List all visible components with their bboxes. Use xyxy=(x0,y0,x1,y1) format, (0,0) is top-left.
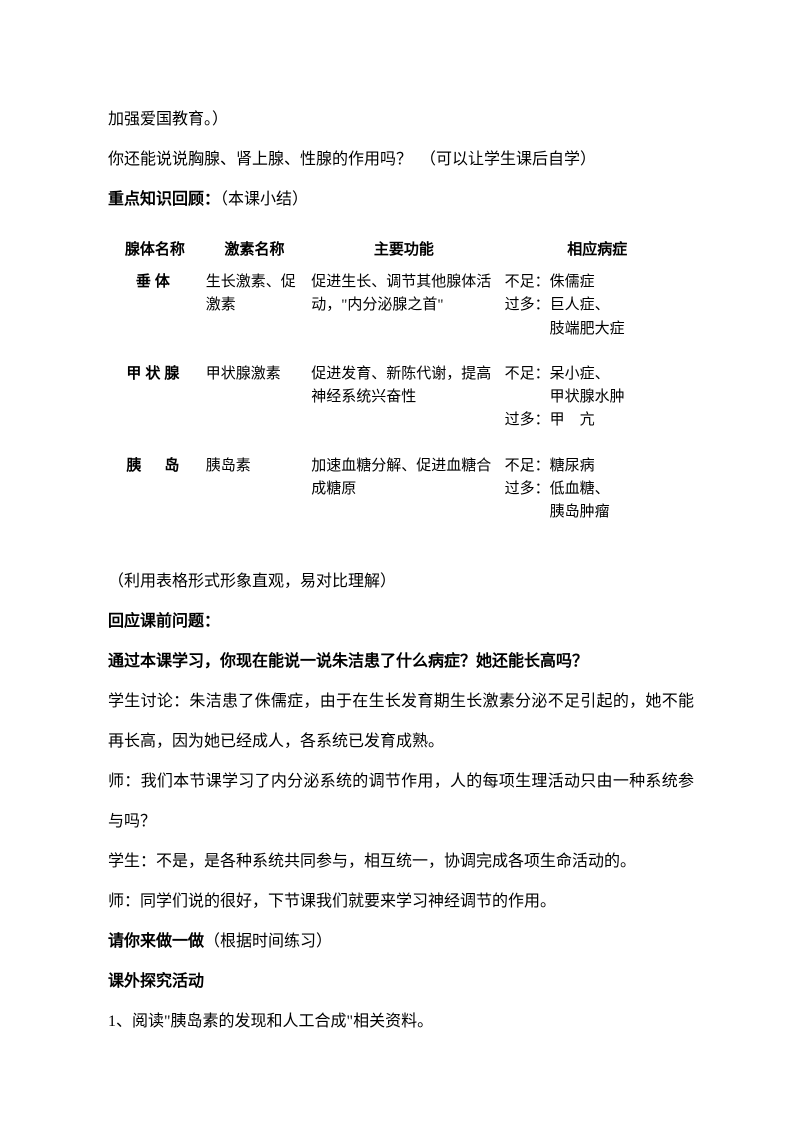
disease-cell: 不足：糖尿病过多：低血糖、 胰岛肿瘤 xyxy=(501,451,694,543)
paragraph-7: 学生讨论：朱洁患了侏儒症，由于在生长发育期生长激素分泌不足引起的，她不能再长高，… xyxy=(108,682,694,762)
table-header-function: 主要功能 xyxy=(307,234,500,267)
paragraph-1: 加强爱国教育。） xyxy=(108,100,694,140)
table-header-disease: 相应病症 xyxy=(501,234,694,267)
table-header-row: 腺体名称 激素名称 主要功能 相应病症 xyxy=(108,234,694,267)
disease-cell: 不足：呆小症、 甲状腺水肿过多：甲 亢 xyxy=(501,359,694,451)
function-cell: 促进生长、调节其他腺体活动，"内分泌腺之首" xyxy=(307,267,500,359)
summary-table: 腺体名称 激素名称 主要功能 相应病症 垂体 生长激素、促激素 促进生长、调节其… xyxy=(108,234,694,542)
function-cell: 加速血糖分解、促进血糖合成糖原 xyxy=(307,451,500,543)
table-row: 甲状腺 甲状腺激素 促进发育、新陈代谢，提高神经系统兴奋性 不足：呆小症、 甲状… xyxy=(108,359,694,451)
table-row: 胰 岛 胰岛素 加速血糖分解、促进血糖合成糖原 不足：糖尿病过多：低血糖、 胰岛… xyxy=(108,451,694,543)
heading-practice: 请你来做一做 xyxy=(108,933,204,950)
paragraph-8: 师：我们本节课学习了内分泌系统的调节作用，人的每项生理活动只由一种系统参与吗？ xyxy=(108,762,694,842)
function-cell: 促进发育、新陈代谢，提高神经系统兴奋性 xyxy=(307,359,500,451)
gland-name-cell: 垂体 xyxy=(136,274,174,290)
table-header-hormone: 激素名称 xyxy=(202,234,307,267)
paragraph-2: 你还能说说胸腺、肾上腺、性腺的作用吗？ （可以让学生课后自学） xyxy=(108,140,694,180)
summary-table-container: 腺体名称 激素名称 主要功能 相应病症 垂体 生长激素、促激素 促进生长、调节其… xyxy=(108,234,694,542)
heading-key-review: 重点知识回顾： xyxy=(108,191,220,208)
heading-practice-note: （根据时间练习） xyxy=(204,933,332,950)
table-row: 垂体 生长激素、促激素 促进生长、调节其他腺体活动，"内分泌腺之首" 不足：侏儒… xyxy=(108,267,694,359)
gland-name-cell: 胰 岛 xyxy=(126,458,183,474)
paragraph-4: （利用表格形式形象直观，易对比理解） xyxy=(108,562,694,602)
question-bold: 通过本课学习，你现在能说一说朱洁患了什么病症？她还能长高吗？ xyxy=(108,642,694,682)
hormone-cell: 生长激素、促激素 xyxy=(202,267,307,359)
paragraph-13: 1、阅读"胰岛素的发现和人工合成"相关资料。 xyxy=(108,1002,694,1042)
gland-name-cell: 甲状腺 xyxy=(126,366,183,382)
heading-extra-activity: 课外探究活动 xyxy=(108,962,694,1002)
hormone-cell: 甲状腺激素 xyxy=(202,359,307,451)
table-header-gland: 腺体名称 xyxy=(108,234,202,267)
paragraph-9: 学生：不是，是各种系统共同参与，相互统一，协调完成各项生命活动的。 xyxy=(108,842,694,882)
hormone-cell: 胰岛素 xyxy=(202,451,307,543)
heading-key-review-note: （本课小结） xyxy=(220,191,308,208)
heading-respond-question: 回应课前问题： xyxy=(108,602,694,642)
paragraph-11: 请你来做一做（根据时间练习） xyxy=(108,922,694,962)
paragraph-3: 重点知识回顾：（本课小结） xyxy=(108,180,694,220)
paragraph-10: 师：同学们说的很好，下节课我们就要来学习神经调节的作用。 xyxy=(108,882,694,922)
disease-cell: 不足：侏儒症过多：巨人症、 肢端肥大症 xyxy=(501,267,694,359)
